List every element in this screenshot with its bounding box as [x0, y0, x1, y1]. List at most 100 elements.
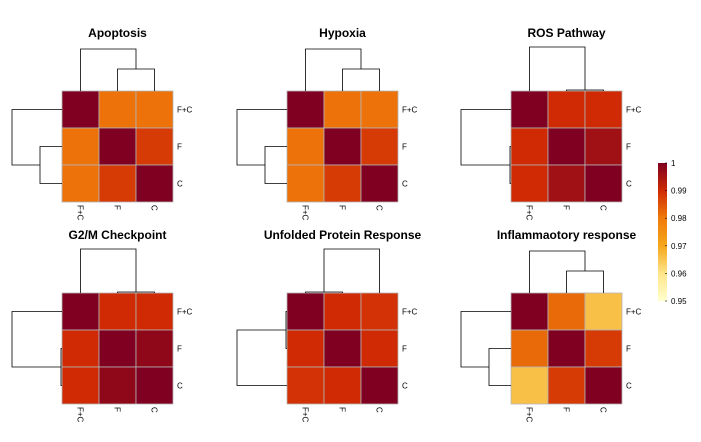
- column-label: F: [562, 407, 571, 412]
- scale-tick-label: 0.97: [671, 242, 687, 251]
- heatmap-cell: [360, 164, 399, 203]
- heatmap-cell: [584, 164, 623, 203]
- heatmap-cell: [584, 329, 623, 368]
- column-label: C: [375, 407, 384, 413]
- row-label: C: [626, 382, 632, 391]
- column-dendrogram: [80, 48, 155, 91]
- heatmap-cell: [510, 127, 549, 166]
- column-label: F: [113, 205, 122, 210]
- heatmap-cell: [510, 329, 549, 368]
- row-label: C: [626, 180, 632, 189]
- row-label: F: [177, 143, 182, 152]
- heatmap-panel: Hypoxia F+C F C F+C F C: [236, 26, 418, 221]
- heatmap-cell: [323, 90, 362, 129]
- heatmap-cell: [323, 164, 362, 203]
- row-dendrogram: [460, 109, 511, 184]
- heatmap-cell: [286, 292, 325, 331]
- heatmap-cell: [135, 90, 174, 129]
- heatmap-cell: [360, 292, 399, 331]
- row-dendrogram: [236, 311, 287, 386]
- heatmap-cell: [547, 127, 586, 166]
- heatmap-cell: [510, 366, 549, 405]
- heatmap-cell: [61, 292, 100, 331]
- heatmap-cell: [98, 329, 137, 368]
- row-label: F: [626, 143, 631, 152]
- column-label: F+C: [76, 205, 85, 221]
- heatmap-cell: [135, 366, 174, 405]
- color-scale-legend: 1 0.99 0.98 0.97 0.96 0.95: [658, 159, 687, 306]
- panel-title: G2/M Checkpoint: [68, 228, 166, 242]
- heatmap-cell: [547, 292, 586, 331]
- column-dendrogram: [80, 248, 155, 293]
- scale-tick-label: 0.96: [671, 269, 687, 278]
- column-label: C: [150, 407, 159, 413]
- heatmap-cell: [510, 90, 549, 129]
- row-label: F+C: [626, 106, 642, 115]
- row-dendrogram: [460, 311, 511, 386]
- column-label: C: [150, 205, 159, 211]
- panel-title: Hypoxia: [319, 26, 366, 40]
- column-dendrogram: [305, 248, 380, 293]
- heatmap-cell: [360, 127, 399, 166]
- heatmap-cell: [360, 90, 399, 129]
- column-label: F+C: [525, 205, 534, 221]
- row-label: F+C: [177, 308, 193, 317]
- row-label: F: [626, 345, 631, 354]
- column-label: F: [562, 205, 571, 210]
- column-dendrogram: [529, 250, 604, 293]
- row-dendrogram: [11, 311, 62, 386]
- heatmap-cell: [547, 90, 586, 129]
- column-label: C: [375, 205, 384, 211]
- heatmap-cell: [135, 164, 174, 203]
- row-label: C: [177, 180, 183, 189]
- column-dendrogram: [305, 48, 380, 91]
- heatmap-cell: [510, 292, 549, 331]
- row-dendrogram: [11, 109, 62, 184]
- scale-tick-label: 0.98: [671, 214, 687, 223]
- heatmap-panel: G2/M Checkpoint F+C F C F+C F C: [11, 228, 193, 423]
- heatmap-cell: [98, 127, 137, 166]
- column-label: F+C: [301, 407, 310, 423]
- heatmap-cell: [61, 164, 100, 203]
- heatmap-cell: [61, 127, 100, 166]
- heatmap-cell: [323, 366, 362, 405]
- heatmap-cell: [547, 329, 586, 368]
- heatmap-cell: [98, 366, 137, 405]
- heatmap-cell: [323, 329, 362, 368]
- heatmap-cell: [360, 329, 399, 368]
- heatmap-cell: [547, 366, 586, 405]
- color-scale-bar: [658, 163, 667, 301]
- heatmap-cell: [510, 164, 549, 203]
- heatmap-panel: Apoptosis F+C F C F+C F C: [11, 26, 193, 221]
- row-label: F+C: [402, 308, 418, 317]
- heatmap-cell: [323, 292, 362, 331]
- heatmap-panel: ROS Pathway F+C F C F+C F C: [460, 26, 642, 221]
- heatmap-cell: [286, 90, 325, 129]
- heatmap-panel: Inflammaotory response F+C F C F+C F C: [460, 228, 642, 423]
- heatmap-cell: [584, 366, 623, 405]
- column-label: F+C: [525, 407, 534, 423]
- heatmap-cell: [584, 127, 623, 166]
- heatmap-cell: [286, 329, 325, 368]
- heatmap-cell: [135, 292, 174, 331]
- heatmap-cell: [584, 90, 623, 129]
- column-label: F: [113, 407, 122, 412]
- row-label: F: [402, 345, 407, 354]
- heatmap-cell: [61, 90, 100, 129]
- heatmap-cell: [135, 329, 174, 368]
- row-label: F: [177, 345, 182, 354]
- column-label: F+C: [76, 407, 85, 423]
- row-label: C: [402, 382, 408, 391]
- heatmap-cell: [360, 366, 399, 405]
- column-label: C: [599, 205, 608, 211]
- heatmap-cell: [584, 292, 623, 331]
- row-dendrogram: [236, 109, 287, 184]
- panel-title: Inflammaotory response: [497, 228, 637, 242]
- heatmap-cell: [98, 164, 137, 203]
- panel-title: Unfolded Protein Response: [264, 228, 422, 242]
- heatmap-cell: [286, 127, 325, 166]
- heatmap-cell: [61, 329, 100, 368]
- column-label: F: [338, 407, 347, 412]
